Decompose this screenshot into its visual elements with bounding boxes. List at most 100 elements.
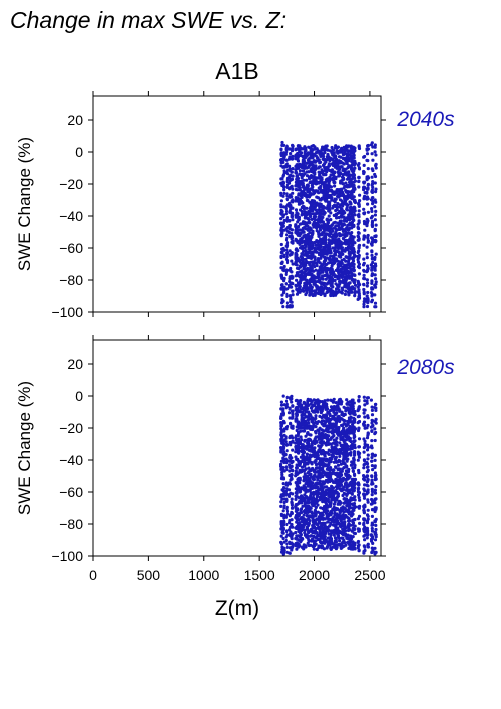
scatter-point <box>366 457 370 461</box>
scatter-point <box>288 277 292 281</box>
y-tick-label: −40 <box>59 208 83 224</box>
scatter-point <box>317 170 321 174</box>
scatter-point <box>325 185 329 190</box>
scatter-point <box>351 518 355 522</box>
scatter-point <box>296 271 300 275</box>
scatter-point <box>286 443 290 447</box>
scatter-point <box>341 532 345 537</box>
scatter-point <box>357 272 361 276</box>
scatter-point <box>349 256 353 260</box>
scatter-point <box>281 224 285 228</box>
scatter-point <box>310 405 314 409</box>
scatter-point <box>285 178 289 182</box>
scatter-point <box>344 457 348 461</box>
scatter-point <box>362 234 366 238</box>
scatter-point <box>370 209 374 213</box>
scatter-point <box>362 261 366 265</box>
scatter-point <box>374 527 378 532</box>
scatter-point <box>291 146 295 150</box>
scatter-point <box>290 251 294 255</box>
scatter-point <box>291 293 295 297</box>
scatter-point <box>320 224 324 228</box>
scatter-point <box>303 276 307 280</box>
scatter-point <box>343 285 347 289</box>
scatter-point <box>374 497 378 501</box>
scatter-point <box>347 512 351 516</box>
scatter-point <box>371 264 375 268</box>
scatter-point <box>313 147 317 151</box>
scatter-point <box>285 522 289 527</box>
scatter-point <box>312 152 316 156</box>
scatter-point <box>350 243 354 247</box>
scatter-point <box>334 497 338 501</box>
scatter-point <box>334 232 338 236</box>
scatter-point <box>363 415 367 419</box>
scatter-point <box>362 257 366 261</box>
scatter-point <box>353 294 357 298</box>
scatter-point <box>322 223 326 227</box>
scatter-point <box>301 429 305 433</box>
scatter-point <box>308 214 313 218</box>
scatter-point <box>307 157 311 161</box>
scatter-point <box>296 444 300 448</box>
scatter-point <box>373 213 377 217</box>
scatter-point <box>279 421 283 425</box>
scatter-point <box>363 545 367 549</box>
scatter-point <box>338 419 342 423</box>
scatter-point <box>343 292 347 296</box>
scatter-point <box>294 230 298 235</box>
scatter-point <box>366 236 370 240</box>
scatter-point <box>336 262 340 267</box>
scatter-point <box>342 233 346 237</box>
scatter-point <box>290 501 294 505</box>
scatter-point <box>366 465 370 469</box>
scatter-point <box>328 168 332 172</box>
scatter-point <box>285 487 289 491</box>
scatter-point <box>353 199 357 204</box>
scatter-point <box>313 170 317 175</box>
scatter-point <box>326 517 331 521</box>
scatter-point <box>290 259 294 263</box>
scatter-point <box>357 395 361 399</box>
scatter-point <box>284 406 288 410</box>
scatter-point <box>326 465 330 470</box>
scatter-point <box>363 191 367 195</box>
scatter-point <box>317 420 321 424</box>
scatter-point <box>373 465 377 470</box>
scatter-point <box>304 148 308 152</box>
scatter-point <box>342 491 346 495</box>
scatter-point <box>365 252 369 256</box>
scatter-point <box>297 202 301 206</box>
scatter-point <box>332 410 336 414</box>
scatter-point <box>332 170 337 174</box>
scatter-point <box>287 181 292 185</box>
scatter-point <box>323 256 327 260</box>
scatter-point <box>350 207 354 211</box>
scatter-point <box>342 186 346 190</box>
scatter-point <box>322 230 326 234</box>
scatter-point <box>297 283 301 287</box>
scatter-point <box>353 477 358 482</box>
scatter-point <box>288 174 292 178</box>
scatter-point <box>357 262 361 266</box>
scatter-point <box>301 528 305 532</box>
scatter-point <box>279 512 283 517</box>
scatter-point <box>302 185 306 190</box>
scatter-point <box>313 189 317 193</box>
scatter-point <box>362 496 367 500</box>
scatter-point <box>298 180 302 184</box>
scatter-point <box>308 269 312 273</box>
scatter-point <box>282 255 286 259</box>
scatter-point <box>374 277 378 281</box>
scatter-point <box>331 176 335 180</box>
scatter-point <box>328 274 332 278</box>
scatter-point <box>327 228 331 232</box>
scatter-point <box>338 194 342 198</box>
scatter-point <box>373 293 377 297</box>
scatter-point <box>294 417 298 421</box>
scatter-point <box>279 500 283 504</box>
scatter-point <box>341 236 346 240</box>
scatter-point <box>281 456 285 460</box>
scatter-point <box>327 287 331 291</box>
scatter-point <box>352 253 356 257</box>
